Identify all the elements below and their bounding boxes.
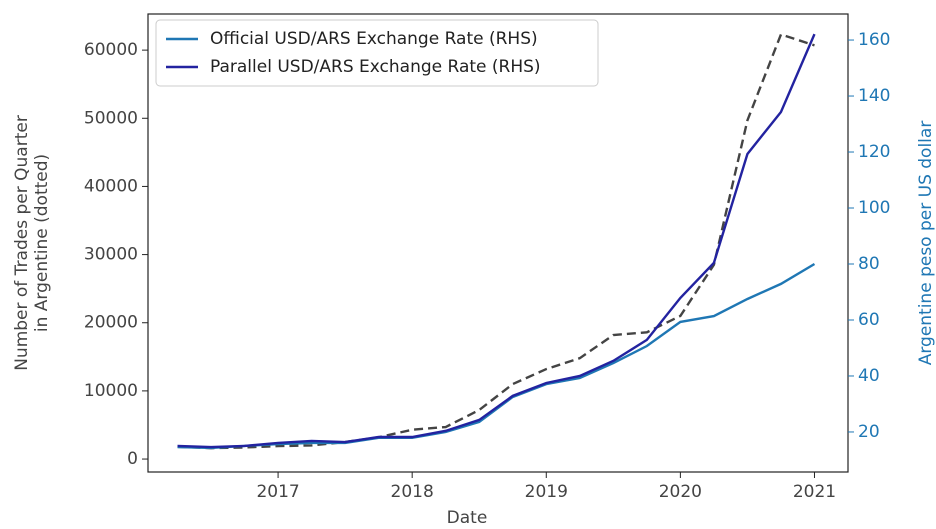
x-tick-label: 2018: [391, 482, 434, 502]
y2-tick-label: 120: [858, 142, 890, 162]
line-series: [177, 32, 815, 450]
y-tick-label: 20000: [84, 313, 138, 333]
y2-tick-label: 100: [858, 198, 890, 218]
x-tick-label: 2017: [256, 482, 299, 502]
y2-tick-label: 140: [858, 86, 890, 106]
legend-label: Parallel USD/ARS Exchange Rate (RHS): [210, 57, 541, 77]
legend-label: Official USD/ARS Exchange Rate (RHS): [210, 29, 538, 49]
y-tick-label: 10000: [84, 381, 138, 401]
y-axis-label: Number of Trades per Quarter: [12, 115, 32, 371]
plot-frame: [147, 13, 849, 473]
y-axis-label: in Argentine (dotted): [32, 154, 52, 332]
legend-box: [155, 19, 599, 87]
y2-tick-label: 80: [858, 254, 880, 274]
y-tick-label: 60000: [84, 40, 138, 60]
y2-tick-label: 60: [858, 310, 880, 330]
x-tick-label: 2021: [793, 482, 836, 502]
x-tick-label: 2019: [525, 482, 568, 502]
line-series: [177, 262, 816, 450]
y2-tick-label: 20: [858, 422, 880, 442]
y-tick-label: 40000: [84, 176, 138, 196]
x-tick-label: 2020: [659, 482, 702, 502]
y-tick-label: 50000: [84, 108, 138, 128]
x-axis-label: Date: [447, 508, 488, 528]
y-tick-label: 0: [127, 449, 138, 469]
line-series: [177, 33, 816, 449]
y2-tick-label: 40: [858, 366, 880, 386]
y2-axis-label: Argentine peso per US dollar: [916, 121, 936, 366]
y-tick-label: 30000: [84, 245, 138, 265]
y2-tick-label: 160: [858, 30, 890, 50]
